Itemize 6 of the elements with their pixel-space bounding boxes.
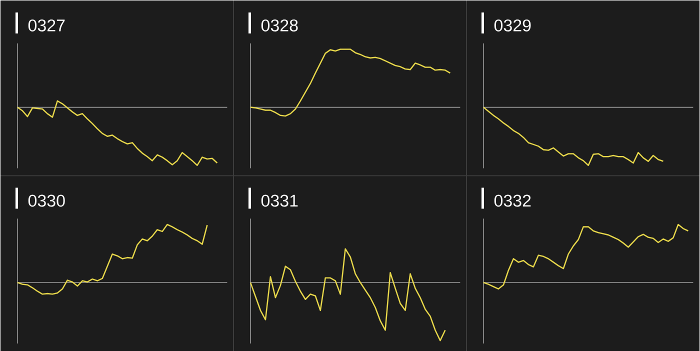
chart-title: 0327 <box>28 19 65 32</box>
chart-title: 0331 <box>261 194 298 206</box>
chart-title: 0329 <box>494 19 531 32</box>
chart-title: 0332 <box>494 194 531 206</box>
chart-title: 0328 <box>261 19 298 32</box>
chart-title: 0330 <box>28 194 65 206</box>
